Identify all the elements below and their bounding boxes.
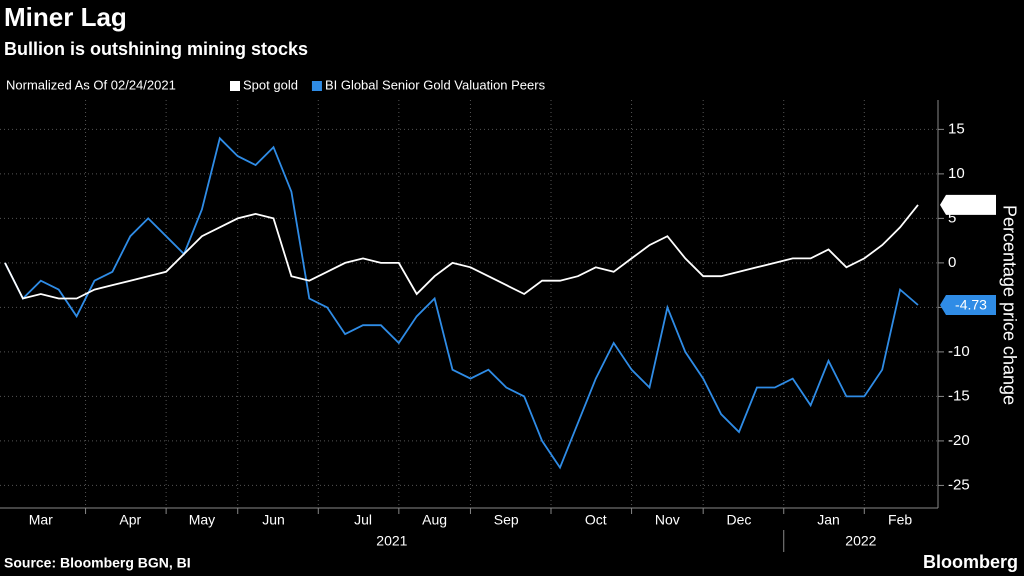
y-tick-label: 15 [948, 120, 965, 137]
end-label-box [940, 294, 996, 315]
y-tick-label: -15 [948, 387, 970, 404]
note: Normalized As Of 02/24/2021 [6, 77, 176, 92]
x-tick-label: Sep [494, 512, 519, 528]
x-tick-label: Jun [262, 512, 285, 528]
end-label: 6.52 [957, 197, 984, 213]
year-label: 2022 [845, 533, 876, 549]
legend-swatch [311, 81, 322, 91]
series-line [4, 136, 919, 470]
chart-subtitle: Bullion is outshining mining stocks [4, 39, 308, 59]
year-label: 2021 [376, 533, 407, 549]
x-tick-label: Jul [354, 512, 372, 528]
x-tick-label: Nov [655, 512, 680, 528]
x-tick-label: Mar [29, 512, 53, 528]
end-label: -4.73 [955, 297, 987, 313]
source: Source: Bloomberg BGN, BI [4, 555, 191, 571]
legend-label: Spot gold [243, 77, 298, 92]
x-tick-label: Apr [119, 512, 141, 528]
x-tick-label: Oct [585, 512, 607, 528]
y-tick-label: -20 [948, 432, 970, 449]
x-tick-label: May [189, 512, 215, 528]
brand: Bloomberg [923, 552, 1018, 572]
x-tick-label: Aug [422, 512, 447, 528]
legend-swatch [230, 81, 240, 91]
y-tick-label: 10 [948, 165, 965, 182]
y-tick-label: -10 [948, 343, 970, 360]
x-tick-label: Feb [888, 512, 912, 528]
x-tick-label: Jan [817, 512, 840, 528]
legend-label: BI Global Senior Gold Valuation Peers [325, 77, 546, 92]
y-tick-label: 0 [948, 254, 956, 271]
series-line [4, 204, 919, 300]
y-tick-label: 5 [948, 209, 956, 226]
y-axis-label: Percentage price change [999, 205, 1019, 405]
end-label-box [940, 194, 996, 215]
x-tick-label: Dec [727, 512, 752, 528]
y-tick-label: -25 [948, 476, 970, 493]
chart-title: Miner Lag [4, 2, 127, 32]
